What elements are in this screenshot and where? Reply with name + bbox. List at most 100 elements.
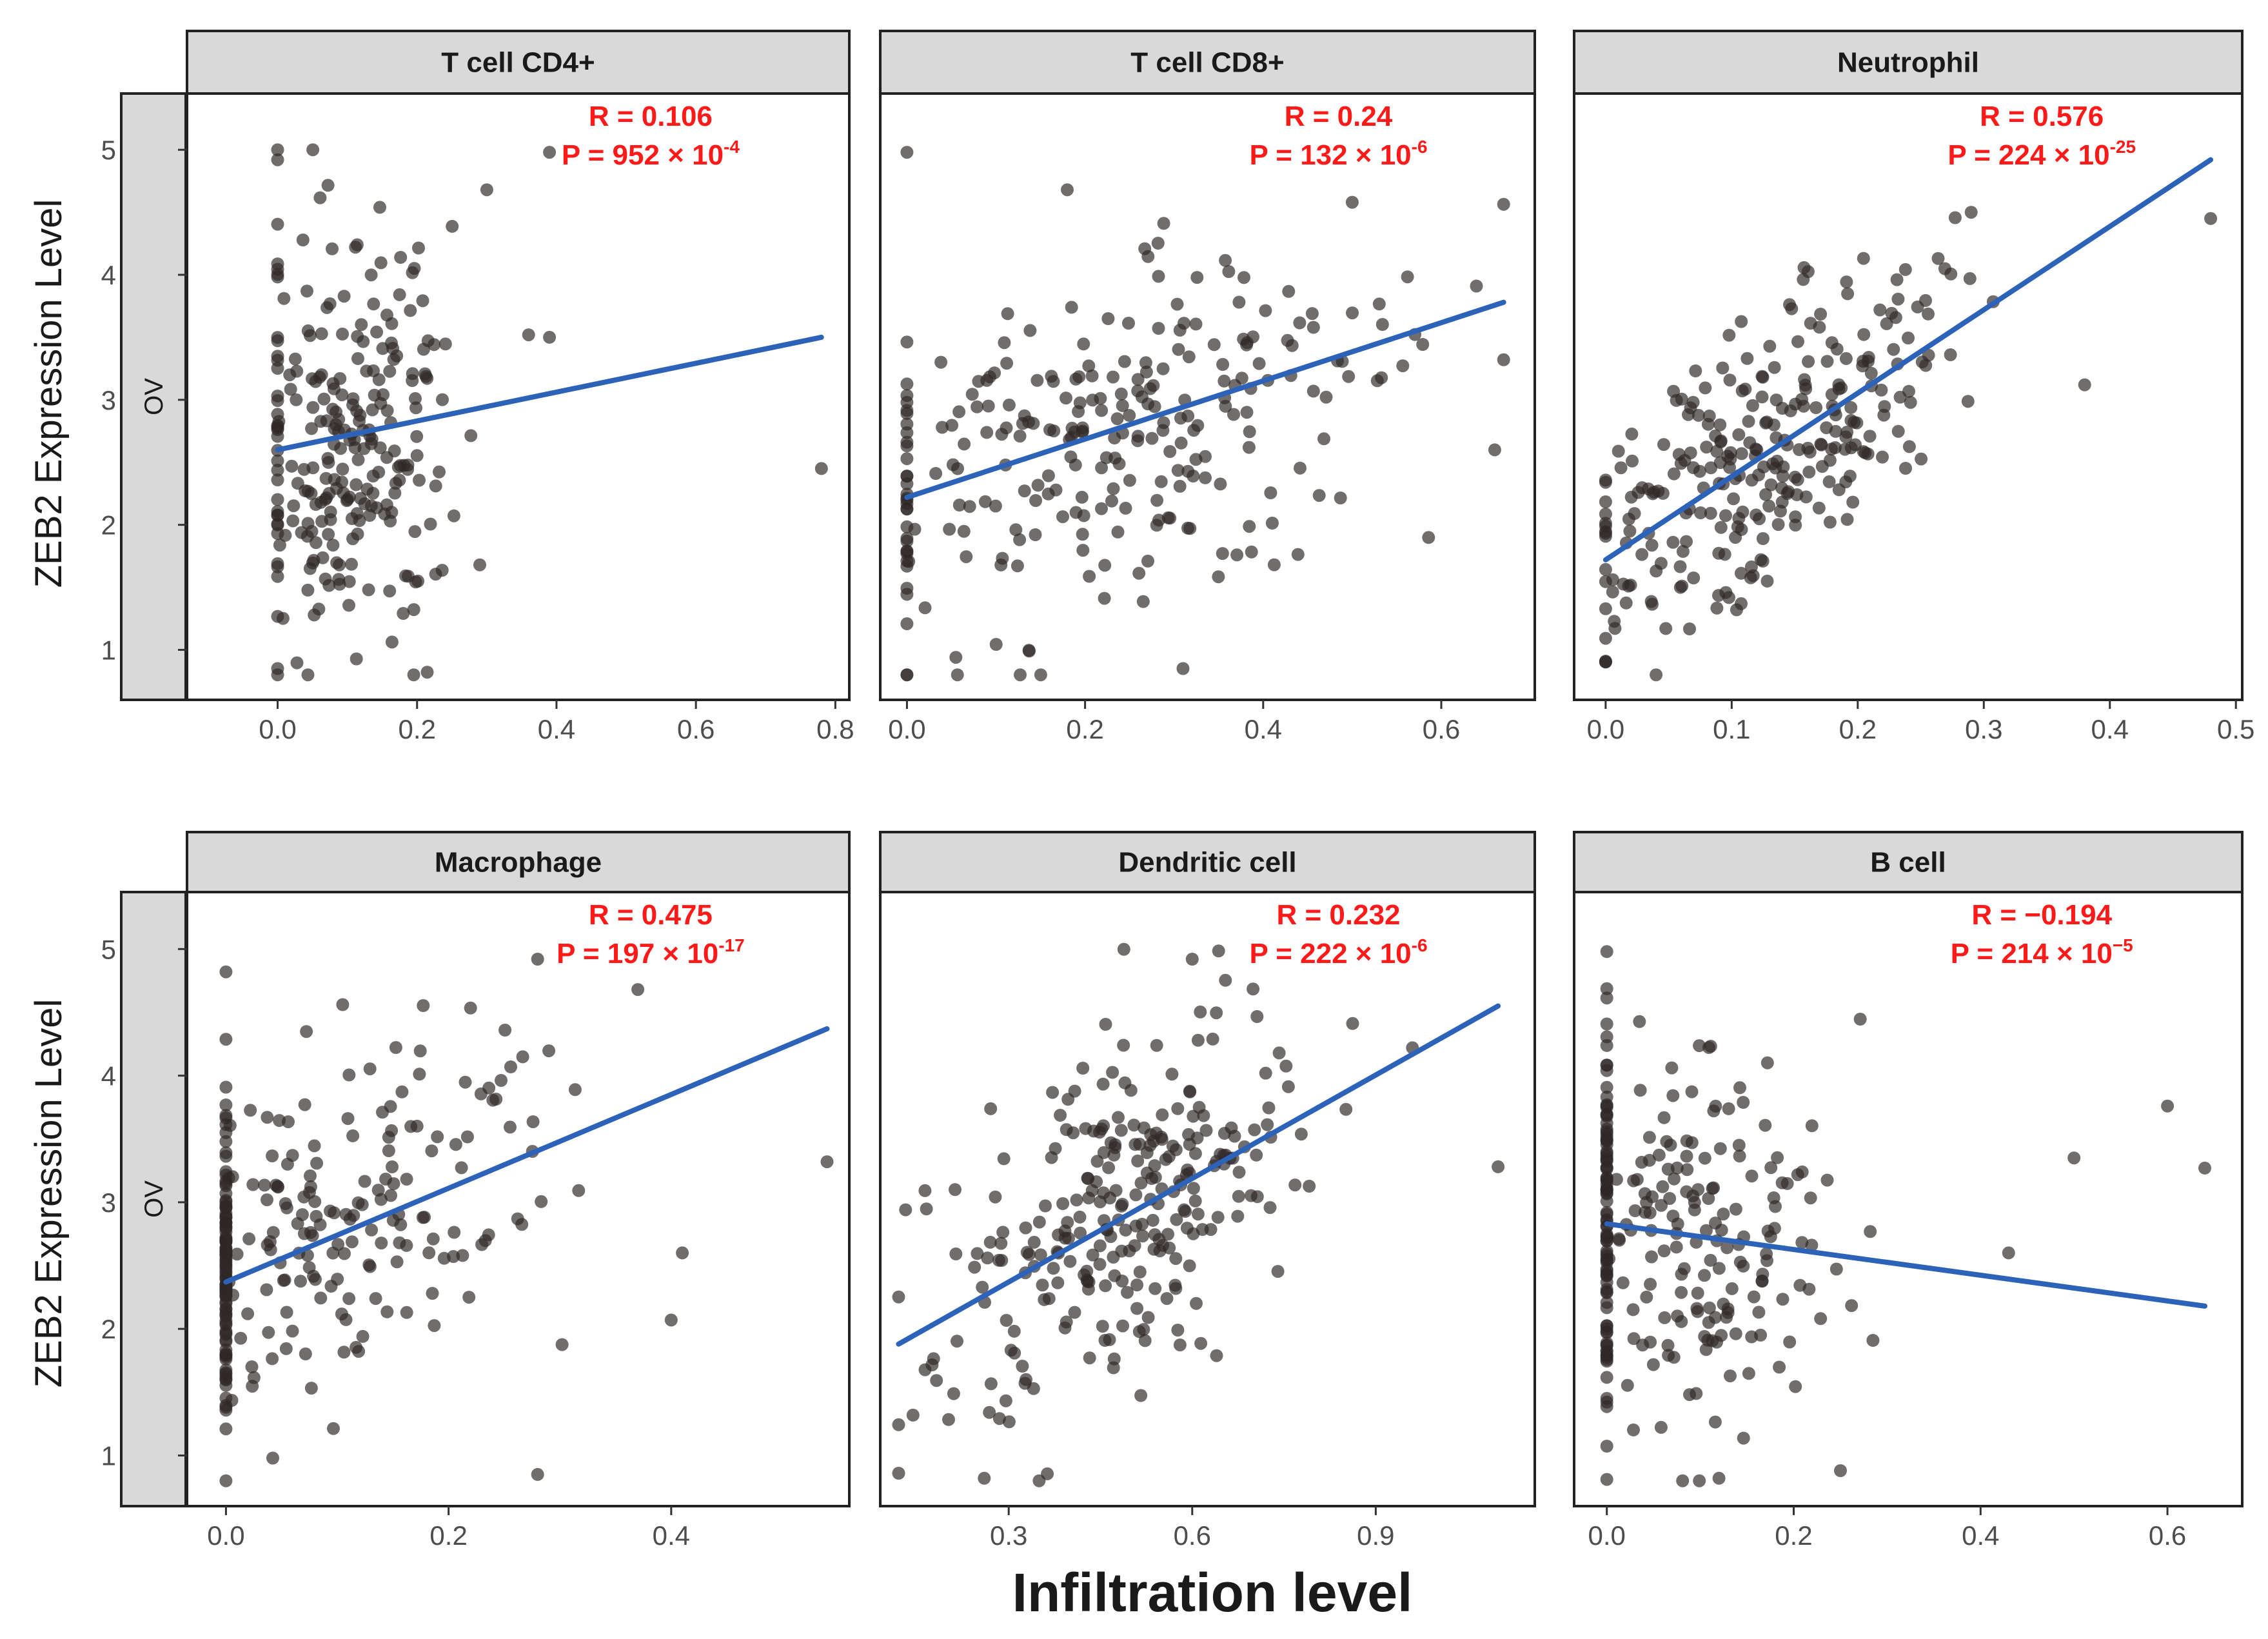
data-point: [321, 179, 335, 192]
data-point: [1030, 373, 1044, 387]
data-point: [543, 146, 557, 159]
y-axis-title-top: ZEB2 Expression Level: [28, 199, 70, 588]
data-point: [301, 484, 315, 498]
data-point: [1111, 525, 1125, 539]
data-point: [1660, 1135, 1673, 1148]
y-tick-label: 2: [101, 1314, 116, 1344]
data-point: [288, 352, 302, 366]
data-point: [2198, 1161, 2211, 1175]
data-point: [1706, 1182, 1719, 1195]
stat-p: P = 224 × 10-25: [1948, 137, 2136, 171]
data-point: [1839, 430, 1853, 444]
data-point: [1834, 1464, 1847, 1477]
data-point: [2161, 1099, 2174, 1113]
data-point: [1031, 479, 1045, 492]
panel-title: Dendritic cell: [1118, 847, 1296, 879]
data-point: [1902, 440, 1916, 453]
data-point: [436, 393, 449, 406]
data-point: [978, 1471, 991, 1485]
data-point: [1759, 1118, 1772, 1132]
data-point: [1070, 1193, 1083, 1207]
data-point: [994, 1237, 1008, 1250]
data-point: [1793, 1278, 1807, 1292]
data-point: [1250, 1190, 1264, 1204]
data-point: [1243, 520, 1256, 533]
data-point: [389, 477, 402, 490]
stat-r: R = −0.194: [1971, 899, 2112, 931]
data-point: [280, 1201, 293, 1215]
data-point: [428, 338, 441, 352]
data-point: [1046, 1086, 1060, 1099]
stat-r: R = 0.576: [1980, 101, 2104, 132]
data-point: [286, 1324, 299, 1338]
data-point: [1076, 544, 1090, 557]
data-point: [1131, 1154, 1145, 1167]
data-point: [355, 318, 368, 332]
data-point: [1600, 1090, 1613, 1104]
data-point: [1114, 1124, 1128, 1137]
data-point: [366, 403, 379, 417]
data-point: [1712, 546, 1726, 560]
data-point: [820, 1155, 834, 1169]
data-point: [531, 953, 544, 966]
data-point: [1675, 579, 1689, 593]
data-point: [1769, 1200, 1782, 1213]
data-point: [1645, 1250, 1658, 1264]
data-point: [322, 528, 335, 541]
data-point: [258, 1178, 271, 1192]
data-point: [375, 1237, 388, 1250]
data-point: [425, 1144, 439, 1158]
data-point: [1095, 461, 1109, 475]
data-point: [393, 288, 406, 301]
data-point: [446, 219, 459, 233]
data-point: [1755, 390, 1769, 404]
x-tick-label: 0.4: [2091, 714, 2129, 744]
x-tick-label: 0.8: [816, 714, 854, 744]
data-point: [303, 562, 317, 575]
data-point: [1745, 473, 1759, 487]
data-point: [1281, 1080, 1295, 1093]
data-point: [1000, 1314, 1013, 1327]
data-point: [1636, 1338, 1650, 1352]
x-tick-label: 0.4: [538, 714, 575, 744]
data-point: [526, 1115, 540, 1129]
x-tick-label: 0.0: [207, 1520, 244, 1551]
data-point: [1600, 1301, 1613, 1315]
data-point: [983, 1235, 997, 1249]
data-point: [310, 1157, 324, 1170]
data-point: [1022, 415, 1036, 429]
data-point: [1072, 405, 1085, 418]
data-point: [1206, 1032, 1219, 1046]
data-point: [516, 1050, 529, 1064]
data-point: [1178, 1203, 1191, 1217]
data-point: [1797, 399, 1810, 413]
data-point: [1600, 1440, 1613, 1453]
data-point: [900, 547, 914, 561]
data-point: [374, 256, 388, 270]
data-point: [357, 335, 370, 348]
data-point: [1891, 424, 1905, 438]
data-point: [1134, 1389, 1148, 1402]
data-point: [279, 528, 292, 542]
row-label-top: OV: [140, 378, 168, 415]
data-point: [475, 1238, 489, 1251]
data-point: [1732, 428, 1746, 441]
data-point: [555, 1338, 569, 1351]
data-point: [297, 462, 311, 476]
data-point: [814, 462, 828, 475]
data-point: [356, 1329, 370, 1343]
data-point: [1259, 1066, 1272, 1080]
data-point: [1154, 475, 1168, 488]
data-point: [1115, 1199, 1128, 1213]
data-point: [1610, 1173, 1623, 1186]
data-point: [1293, 316, 1307, 330]
data-point: [1032, 1474, 1046, 1487]
data-point: [351, 527, 364, 541]
data-point: [1600, 1344, 1613, 1358]
data-point: [420, 372, 434, 385]
data-point: [1623, 524, 1637, 538]
data-point: [1141, 1311, 1155, 1324]
data-point: [1693, 1039, 1706, 1053]
data-point: [920, 1202, 933, 1216]
